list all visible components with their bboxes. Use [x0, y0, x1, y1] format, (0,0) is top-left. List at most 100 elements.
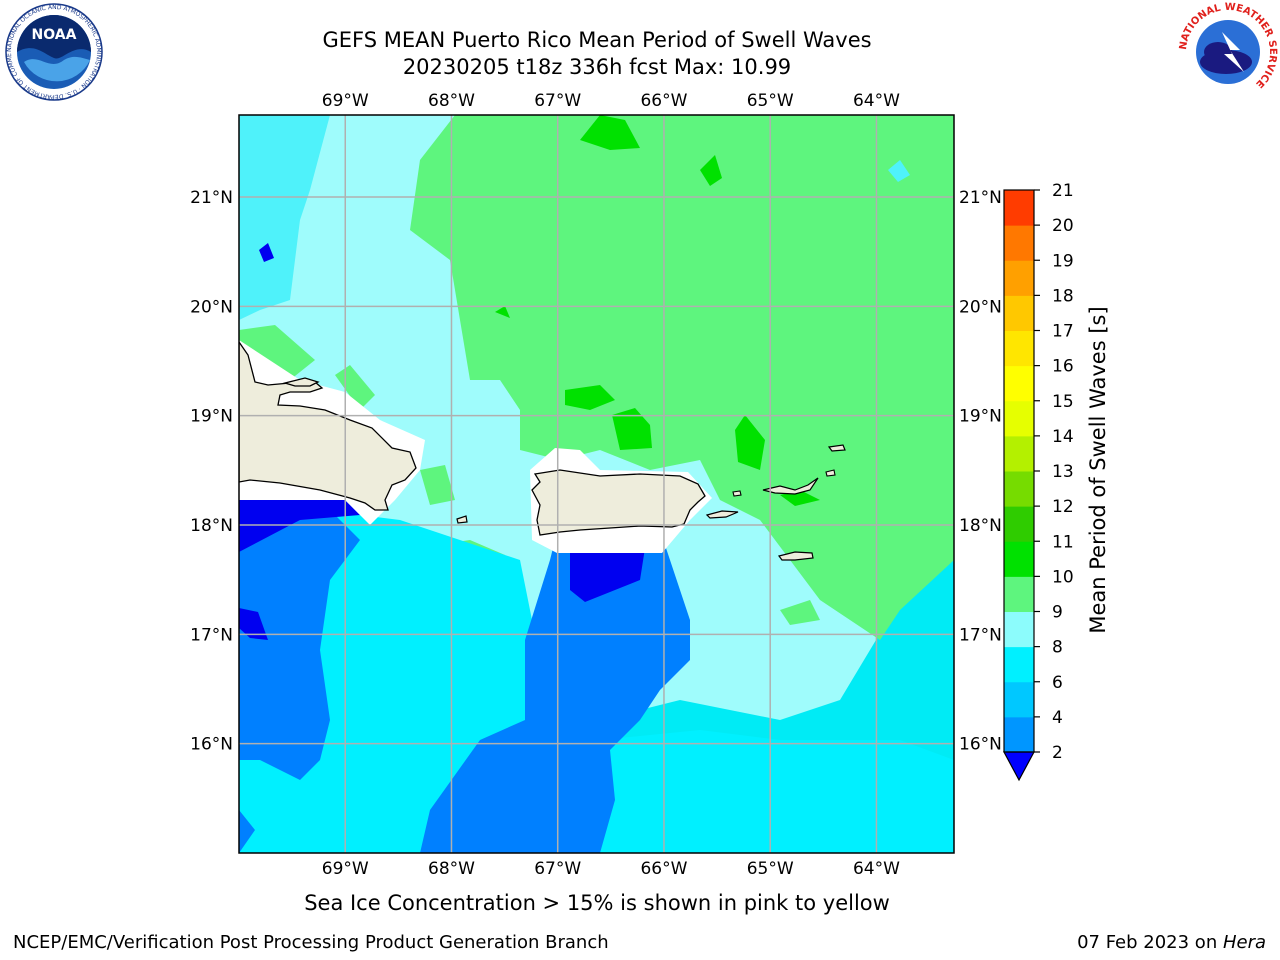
- lat-tick-label-left: 18°N: [190, 516, 233, 536]
- colorbar-extend-arrow: [1002, 751, 1036, 782]
- colorbar-tick-label: 12: [1052, 497, 1074, 517]
- contour-fill-9-10: [420, 465, 455, 505]
- contour-fill-10-11: [495, 306, 510, 318]
- colorbar-tick-label: 20: [1052, 216, 1074, 236]
- lon-tick-label-bottom: 66°W: [640, 859, 687, 879]
- contour-fill-9-10: [410, 115, 954, 640]
- colorbar-tick-label: 9: [1052, 603, 1063, 623]
- colorbar-segment: [1004, 611, 1034, 648]
- colorbar-tick-label: 16: [1052, 357, 1074, 377]
- lon-tick-label-top: 66°W: [640, 91, 687, 111]
- lat-tick-label-right: 20°N: [959, 297, 1002, 317]
- lon-tick-label-top: 68°W: [428, 91, 475, 111]
- contour-fill-6-8: [888, 160, 910, 182]
- contour-fill-below-2: [239, 500, 360, 552]
- contour-fill-2-4: [420, 540, 690, 853]
- lat-tick-label-right: 19°N: [959, 407, 1002, 427]
- colorbar: 2 4 6 8 9 10 11 12 13 14 15 16 17 18 19 20 21: [1002, 181, 1074, 782]
- run-date-text: 07 Feb 2023 on: [1077, 932, 1223, 953]
- colorbar-tick-label: 2: [1052, 743, 1063, 763]
- colorbar-segment: [1004, 225, 1034, 261]
- colorbar-tick-label: 13: [1052, 462, 1074, 482]
- land-puerto-rico: [531, 469, 706, 536]
- lon-tick-label-bottom: 67°W: [534, 859, 581, 879]
- colorbar-segment: [1004, 646, 1034, 683]
- noaa-wordmark: NOAA: [32, 27, 77, 43]
- land-mona-island: [456, 515, 468, 524]
- credit-text: NCEP/EMC/Verification Post Processing Pr…: [13, 932, 609, 953]
- land-virgin-islands: [762, 477, 819, 495]
- colorbar-segment: [1004, 400, 1034, 437]
- lon-tick-label-bottom: 65°W: [747, 859, 794, 879]
- colorbar-segment: [1004, 471, 1034, 507]
- colorbar-segment: [1004, 576, 1034, 612]
- colorbar-tick-label: 21: [1052, 181, 1074, 201]
- lon-tick-label-top: 67°W: [534, 91, 581, 111]
- contour-fill-9-10: [780, 600, 820, 625]
- colorbar-segment: [1004, 435, 1034, 472]
- lat-tick-label-left: 17°N: [190, 625, 233, 645]
- colorbar-tick-label: 19: [1052, 251, 1074, 271]
- run-host: Hera: [1222, 932, 1266, 953]
- land-st-croix: [777, 551, 814, 561]
- colorbar-label: Mean Period of Swell Waves [s]: [1086, 306, 1110, 634]
- contour-fill-2-4: [239, 810, 255, 853]
- contour-fill-2-4: [239, 500, 360, 780]
- lon-tick-label-top: 69°W: [322, 91, 369, 111]
- colorbar-segment: [1004, 681, 1034, 718]
- colorbar-tick-label: 14: [1052, 427, 1074, 447]
- colorbar-tick-label: 11: [1052, 532, 1074, 552]
- contour-fill-below-2: [259, 243, 274, 262]
- land-tortuga: [282, 377, 320, 387]
- colorbar-segment: [1004, 330, 1034, 367]
- colorbar-segment: [1004, 506, 1034, 542]
- noaa-logo: NATIONAL OCEANIC AND ATMOSPHERIC ADMINIS…: [4, 2, 103, 101]
- map-tick-labels: 69°W 69°W 68°W 68°W 67°W 67°W 66°W 66°W 65°W 65°W…: [190, 91, 1002, 879]
- contour-fill-4-6: [239, 500, 954, 853]
- lon-tick-label-top: 64°W: [853, 91, 900, 111]
- colorbar-segment: [1004, 716, 1034, 753]
- colorbar-tick-label: 10: [1052, 567, 1074, 587]
- map-gridlines: [239, 115, 954, 853]
- colorbar-tick-label: 6: [1052, 673, 1063, 693]
- lon-tick-label-bottom: 69°W: [322, 859, 369, 879]
- lat-tick-label-left: 21°N: [190, 188, 233, 208]
- lat-tick-label-right: 16°N: [959, 735, 1002, 755]
- lat-tick-label-left: 19°N: [190, 407, 233, 427]
- map-plot-area: [239, 115, 954, 853]
- lat-tick-label-left: 16°N: [190, 735, 233, 755]
- contour-fill-10-11: [735, 415, 765, 470]
- run-date: 07 Feb 2023 on Hera: [1077, 932, 1266, 953]
- land-small-island: [825, 469, 836, 477]
- contour-fill-below-2: [239, 608, 268, 640]
- colorbar-segment: [1004, 295, 1034, 331]
- contour-fill-6-8: [239, 115, 330, 320]
- colorbar-tick-label: 17: [1052, 322, 1074, 342]
- colorbar-tick-label: 18: [1052, 286, 1074, 306]
- lat-tick-label-right: 21°N: [959, 188, 1002, 208]
- nws-logo: NATIONAL WEATHER SERVICE: [1178, 2, 1278, 100]
- colorbar-tick-label: 8: [1052, 638, 1063, 658]
- land-vieques: [705, 510, 739, 519]
- contour-fill-10-11: [580, 115, 640, 150]
- lon-tick-label-top: 65°W: [747, 91, 794, 111]
- colorbar-segment: [1004, 190, 1034, 226]
- colorbar-segment: [1004, 541, 1034, 577]
- lat-tick-label-right: 17°N: [959, 625, 1002, 645]
- contour-fill-10-11: [565, 385, 615, 410]
- colorbar-tick-label: 4: [1052, 708, 1063, 728]
- sea-ice-note: Sea Ice Concentration > 15% is shown in …: [304, 891, 890, 915]
- lon-tick-label-bottom: 68°W: [428, 859, 475, 879]
- contour-fill-below-2: [570, 545, 645, 602]
- chart-title: GEFS MEAN Puerto Rico Mean Period of Swe…: [322, 28, 872, 52]
- land-anegada: [827, 444, 846, 452]
- contour-fill-10-11: [612, 408, 652, 450]
- colorbar-segment: [1004, 260, 1034, 296]
- chart-subtitle: 20230205 t18z 336h fcst Max: 10.99: [402, 55, 792, 79]
- land-small-island: [732, 490, 742, 497]
- lat-tick-label-left: 20°N: [190, 297, 233, 317]
- lon-tick-label-bottom: 64°W: [853, 859, 900, 879]
- map-frame: [238, 114, 955, 854]
- colorbar-segment: [1004, 365, 1034, 402]
